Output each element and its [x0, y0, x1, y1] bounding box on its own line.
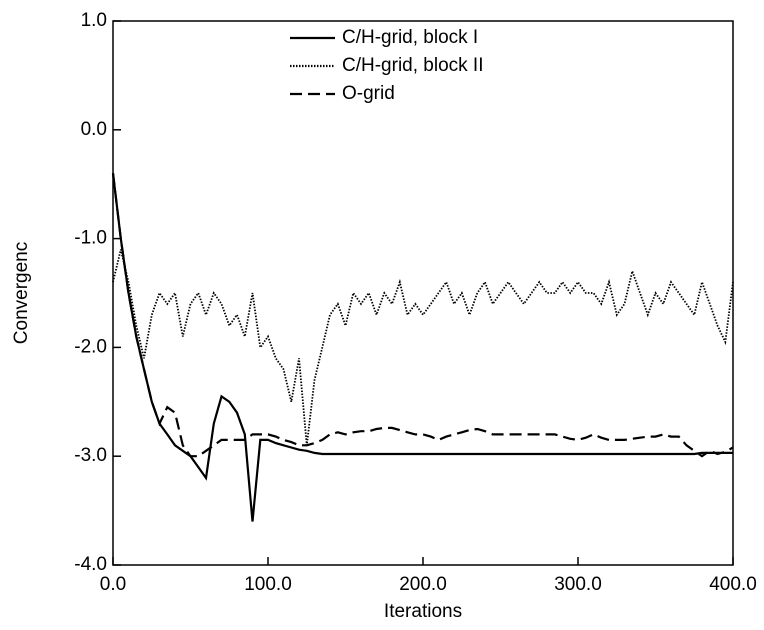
x-tick-label: 400.0 [709, 574, 757, 595]
x-tick-label: 200.0 [399, 574, 447, 595]
y-tick-label: -1.0 [74, 228, 107, 249]
y-tick-label: 0.0 [81, 119, 107, 140]
series-line [111, 173, 733, 522]
y-tick-label: -3.0 [74, 445, 107, 466]
legend-label: O-grid [342, 83, 395, 104]
series-line [111, 173, 734, 458]
x-tick-label: 300.0 [554, 574, 602, 595]
series-line [112, 249, 734, 446]
legend-label: C/H-grid, block I [342, 27, 478, 48]
x-tick-label: 100.0 [244, 574, 292, 595]
x-axis-label: Iterations [384, 601, 462, 622]
x-tick-label: 0.0 [100, 574, 126, 595]
y-tick-label: -2.0 [74, 336, 107, 357]
legend-label: C/H-grid, block II [342, 55, 483, 76]
plot-frame [112, 20, 734, 566]
y-tick-label: -4.0 [74, 554, 107, 575]
y-tick-label: 1.0 [81, 10, 107, 31]
y-axis-label: Convergenc [11, 242, 32, 344]
